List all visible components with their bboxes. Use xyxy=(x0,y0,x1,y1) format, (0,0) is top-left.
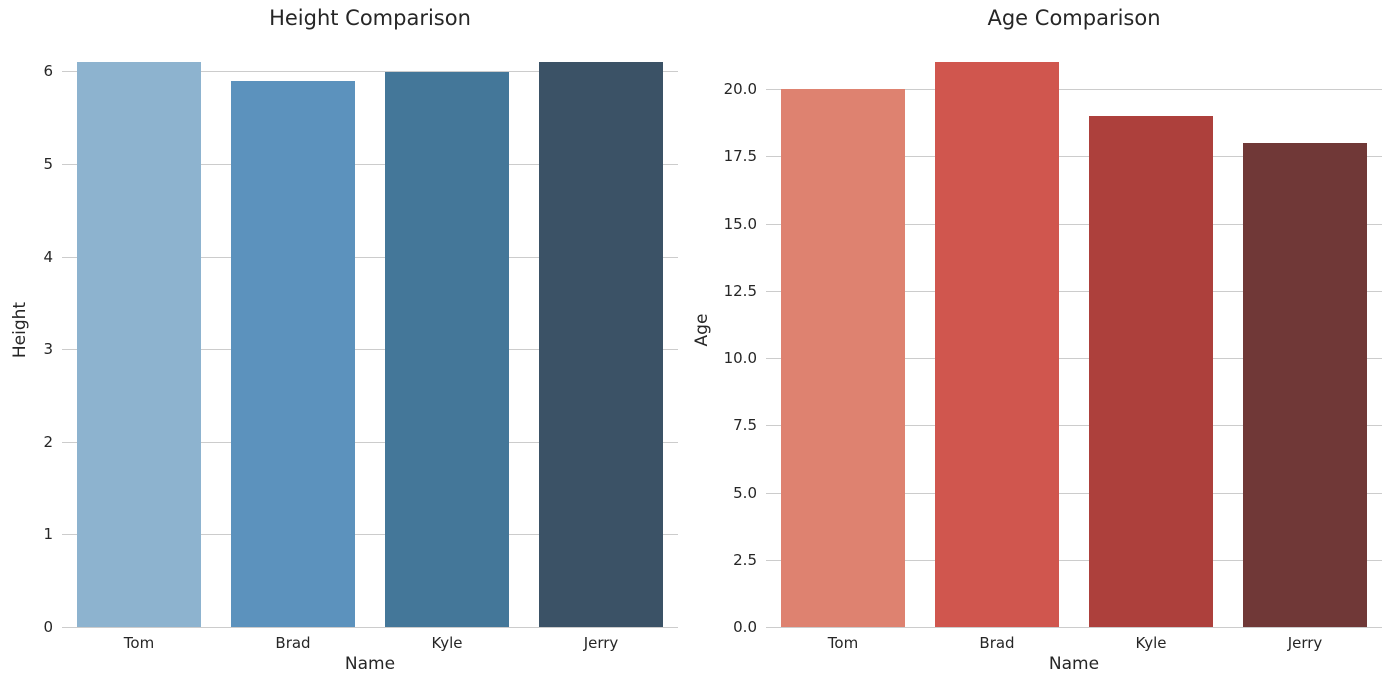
x-axis-label: Name xyxy=(1048,654,1100,674)
x-tick-label: Kyle xyxy=(431,634,463,652)
gridline xyxy=(766,156,1382,158)
gridline xyxy=(62,71,678,73)
y-tick-label: 20.0 xyxy=(723,80,757,99)
gridline xyxy=(62,534,678,536)
y-tick-label: 2.5 xyxy=(733,550,757,569)
bar-brad xyxy=(935,62,1059,627)
gridline xyxy=(62,164,678,166)
bar-kyle xyxy=(385,71,509,627)
x-axis-label: Name xyxy=(344,654,396,674)
y-tick-label: 2 xyxy=(43,432,53,451)
y-axis-label: Age xyxy=(692,313,712,347)
gridline xyxy=(766,627,1382,628)
x-tick-label: Tom xyxy=(827,634,859,652)
chart-title: Age Comparison xyxy=(987,6,1161,30)
x-tick-label: Brad xyxy=(275,634,311,652)
bar-brad xyxy=(231,80,355,627)
x-tick-label: Jerry xyxy=(1287,634,1323,652)
age-comparison-chart: Age Comparison Age Name 0.0 2.5 5.0 7.5 10.0… xyxy=(690,0,1389,690)
bar-jerry xyxy=(1243,142,1367,627)
gridline xyxy=(766,425,1382,427)
gridline xyxy=(62,349,678,351)
x-tick-label: Brad xyxy=(979,634,1015,652)
bar-tom xyxy=(781,89,905,627)
x-tick-label: Kyle xyxy=(1135,634,1167,652)
plot-area xyxy=(62,34,678,628)
bar-kyle xyxy=(1089,116,1213,627)
x-tick-label: Jerry xyxy=(583,634,619,652)
bar-tom xyxy=(77,62,201,627)
y-tick-label: 1 xyxy=(43,525,53,544)
y-tick-label: 3 xyxy=(43,340,53,359)
plot-area xyxy=(766,34,1382,628)
y-tick-label: 10.0 xyxy=(723,349,757,368)
y-tick-label: 7.5 xyxy=(733,416,757,435)
gridline xyxy=(62,627,678,628)
bar-jerry xyxy=(539,62,663,627)
y-tick-label: 0 xyxy=(43,618,53,636)
gridline xyxy=(766,290,1382,292)
y-tick-label: 0.0 xyxy=(733,618,757,636)
y-tick-label: 4 xyxy=(43,247,53,266)
height-comparison-chart: Height Comparison Height Name 0 1 2 3 4 5 6 Tom… xyxy=(0,0,690,690)
x-tick-label: Tom xyxy=(123,634,155,652)
y-tick-label: 5.0 xyxy=(733,483,757,502)
gridline xyxy=(766,223,1382,225)
gridline xyxy=(766,492,1382,494)
chart-title: Height Comparison xyxy=(269,6,471,30)
gridline xyxy=(766,559,1382,561)
gridline xyxy=(62,441,678,443)
y-tick-label: 6 xyxy=(43,62,53,81)
y-tick-label: 17.5 xyxy=(723,147,757,166)
y-tick-label: 15.0 xyxy=(723,214,757,233)
y-tick-label: 5 xyxy=(43,155,53,174)
y-tick-label: 12.5 xyxy=(723,281,757,300)
gridline xyxy=(766,89,1382,91)
gridline xyxy=(62,256,678,258)
gridline xyxy=(766,358,1382,360)
